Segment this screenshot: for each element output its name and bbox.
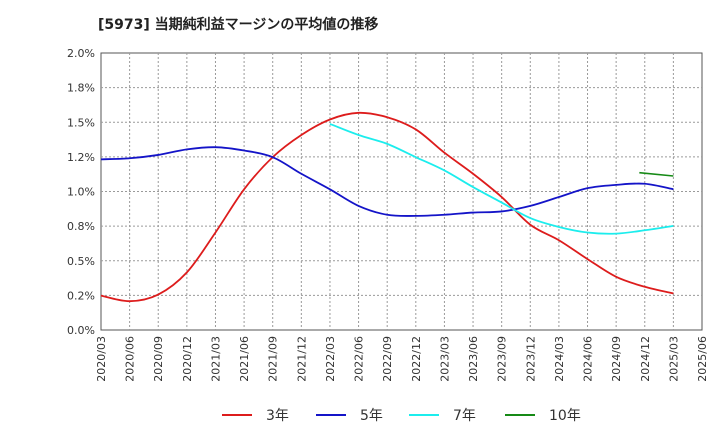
x-tick-label: 2025/06 — [696, 336, 709, 382]
x-tick-label: 2020/12 — [181, 336, 194, 382]
x-tick-label: 2022/06 — [353, 336, 366, 382]
legend: 3年 5年 7年 10年 — [222, 408, 581, 424]
legend-label: 10年 — [549, 408, 581, 424]
x-tick-label: 2025/03 — [667, 336, 680, 382]
x-tick-label: 2021/03 — [209, 336, 222, 382]
legend-label: 5年 — [360, 408, 383, 424]
x-tick-label: 2024/09 — [610, 336, 623, 382]
x-tick-label: 2020/09 — [152, 336, 165, 382]
series-line-10年 — [639, 171, 674, 177]
legend-label: 7年 — [453, 408, 476, 424]
y-tick-label: 1.0% — [67, 186, 95, 199]
x-tick-label: 2021/12 — [295, 336, 308, 382]
chart-title: [5973] 当期純利益マージンの平均値の推移 — [98, 17, 379, 33]
x-tick-label: 2020/06 — [124, 336, 137, 382]
series-line-3年 — [100, 111, 674, 303]
legend-label: 3年 — [266, 408, 289, 424]
x-tick-label: 2022/03 — [324, 336, 337, 382]
y-tick-label: 1.2% — [67, 151, 95, 164]
series-line-5年 — [100, 146, 674, 217]
x-tick-label: 2023/09 — [496, 336, 509, 382]
x-tick-label: 2023/12 — [524, 336, 537, 382]
y-tick-label: 1.5% — [67, 116, 95, 129]
y-tick-label: 0.0% — [67, 324, 95, 337]
x-tick-label: 2024/06 — [582, 336, 595, 382]
x-tick-label: 2024/12 — [639, 336, 652, 382]
x-tick-label: 2021/06 — [238, 336, 251, 382]
x-tick-label: 2022/12 — [410, 336, 423, 382]
series-lines — [100, 111, 674, 303]
y-tick-label: 0.8% — [67, 220, 95, 233]
x-tick-label: 2023/03 — [438, 336, 451, 382]
x-tick-label: 2020/03 — [95, 336, 108, 382]
x-tick-label: 2022/09 — [381, 336, 394, 382]
x-tick-label: 2024/03 — [553, 336, 566, 382]
y-tick-label: 1.8% — [67, 82, 95, 95]
y-tick-label: 0.2% — [67, 289, 95, 302]
grid — [100, 52, 703, 331]
x-tick-label: 2021/09 — [267, 336, 280, 382]
series-line-7年 — [329, 123, 674, 235]
y-tick-label: 2.0% — [67, 47, 95, 60]
axes: 0.0% 0.2% 0.5% 0.8% 1.0% 1.2% 1.5% 1.8% 2.0% 2020… — [67, 47, 709, 382]
y-tick-label: 0.5% — [67, 255, 95, 268]
x-tick-label: 2023/06 — [467, 336, 480, 382]
